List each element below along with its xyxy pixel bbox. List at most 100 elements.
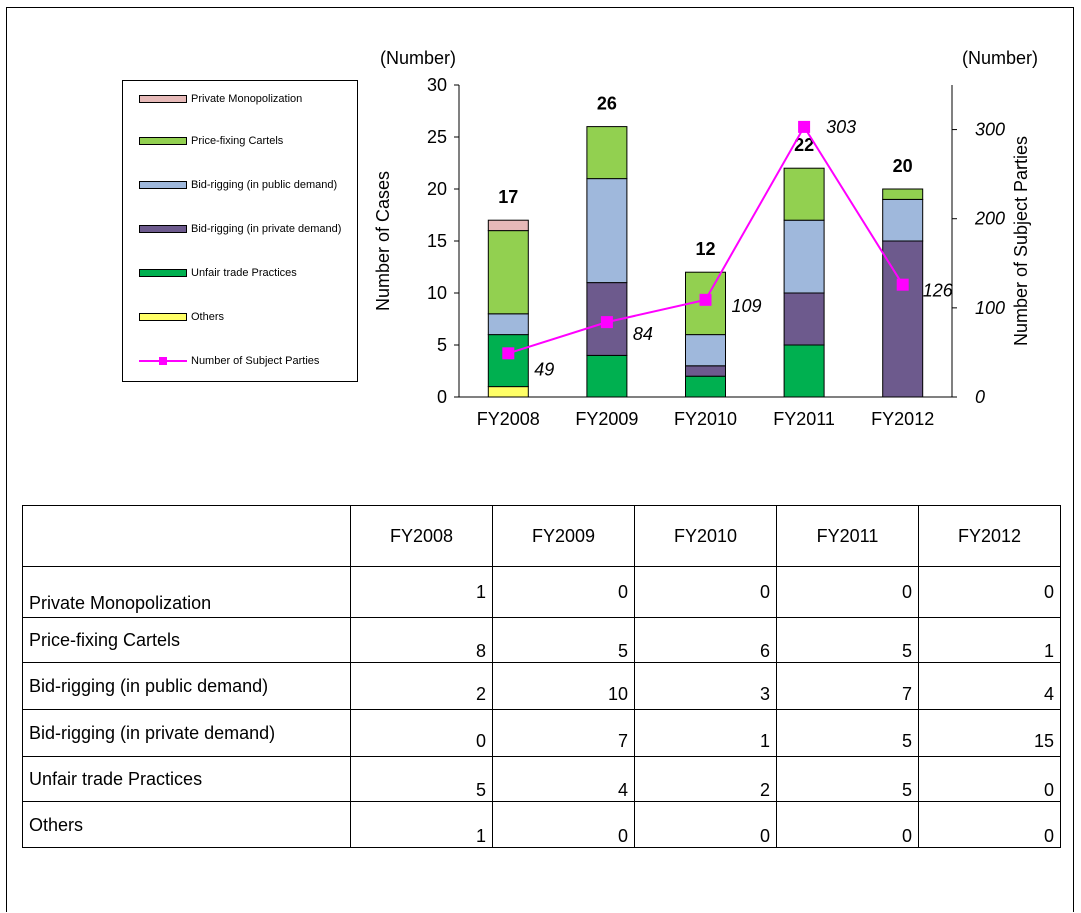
table-cell: 0: [918, 801, 1061, 848]
bar-segment: [487, 313, 529, 336]
table-cell: 5: [776, 756, 919, 802]
table-header-cell: FY2011: [776, 505, 919, 567]
table-cell: 0: [918, 756, 1061, 802]
table-cell: 8: [350, 617, 493, 663]
y-tick-label: 15: [427, 231, 447, 251]
line-data-label: 84: [633, 324, 653, 344]
legend-label: Private Monopolization: [191, 93, 303, 105]
bar-segment: [685, 375, 726, 398]
legend-item: Private Monopolization: [123, 91, 302, 107]
table-row-label: Others: [22, 801, 351, 848]
bar-segment: [685, 334, 726, 367]
legend-swatch: [139, 181, 187, 189]
bar-total-label: 22: [794, 135, 814, 155]
table-cell: 7: [492, 709, 635, 757]
table-cell: 1: [918, 617, 1061, 663]
table-cell: 5: [776, 709, 919, 757]
table-cell: 7: [776, 662, 919, 710]
legend-item: Unfair trade Practices: [123, 265, 297, 281]
legend-label: Bid-rigging (in private demand): [191, 223, 342, 235]
figure-frame: [6, 7, 1074, 912]
y-tick-label: 10: [427, 283, 447, 303]
legend: Private Monopolization Price-fixing Carte…: [122, 80, 358, 382]
table-corner-cell: [22, 505, 351, 567]
bar-segment: [783, 167, 825, 221]
table-row-label: Bid-rigging (in private demand): [22, 709, 351, 757]
bar-segment: [487, 219, 529, 232]
table-row: Bid-rigging (in public demand) 2 10 3 7 4: [22, 662, 1061, 710]
x-tick-label: FY2009: [575, 409, 638, 429]
line-data-label: 109: [732, 296, 762, 316]
line-point: [798, 120, 811, 133]
y-tick-label: 30: [427, 75, 447, 95]
table-row-label: Bid-rigging (in public demand): [22, 662, 351, 710]
table-cell: 5: [776, 617, 919, 663]
line-point: [699, 293, 712, 306]
bar-segment: [487, 230, 529, 315]
bar-segment: [586, 354, 628, 398]
table-row: Private Monopolization 1 0 0 0 0: [22, 566, 1061, 618]
bar-segment: [783, 292, 825, 346]
legend-label: Others: [191, 311, 225, 323]
x-tick-label: FY2011: [773, 409, 835, 429]
y-unit-label: (Number): [380, 48, 456, 68]
bar-total-label: 26: [597, 94, 617, 114]
y-tick-label: 5: [437, 335, 447, 355]
table-row-label: Price-fixing Cartels: [22, 617, 351, 663]
table-row-label: Unfair trade Practices: [22, 756, 351, 802]
bar-segment: [783, 344, 825, 398]
y2-tick-label: 300: [975, 120, 1005, 140]
bar-segment: [783, 219, 825, 294]
table-cell: 0: [634, 801, 777, 848]
table-header-row: FY2008 FY2009 FY2010 FY2011 FY2012: [22, 505, 1061, 567]
line-data-label: 126: [923, 281, 954, 301]
legend-swatch: [139, 225, 187, 233]
table-row: Price-fixing Cartels 8 5 6 5 1: [22, 617, 1061, 663]
legend-swatch: [139, 137, 187, 145]
table-cell: 2: [634, 756, 777, 802]
bar-segment: [685, 365, 726, 377]
table-header-cell: FY2008: [350, 505, 493, 567]
table-cell: 15: [918, 709, 1061, 757]
legend-item: Number of Subject Parties: [123, 353, 319, 369]
line-point: [502, 347, 515, 360]
line-point: [896, 278, 909, 291]
x-tick-label: FY2008: [477, 409, 540, 429]
table-cell: 5: [492, 617, 635, 663]
bar-segment: [882, 188, 924, 200]
bar-total-label: 17: [498, 187, 518, 207]
line-data-label: 49: [534, 359, 554, 379]
bar-segment: [487, 386, 529, 398]
table-row: Bid-rigging (in private demand) 0 7 1 5 15: [22, 709, 1061, 757]
y2-axis-title: Number of Subject Parties: [1011, 136, 1031, 346]
table-cell: 0: [918, 566, 1061, 618]
table-cell: 10: [492, 662, 635, 710]
table-cell: 0: [634, 566, 777, 618]
table-cell: 0: [492, 566, 635, 618]
bar-total-label: 20: [893, 156, 913, 176]
y2-unit-label: (Number): [962, 48, 1038, 68]
table-header-cell: FY2010: [634, 505, 777, 567]
bar-total-label: 12: [695, 239, 715, 259]
table-cell: 4: [918, 662, 1061, 710]
table-cell: 2: [350, 662, 493, 710]
table-cell: 0: [776, 801, 919, 848]
y2-tick-label: 100: [975, 298, 1005, 318]
table-row: Unfair trade Practices 5 4 2 5 0: [22, 756, 1061, 802]
table-cell: 4: [492, 756, 635, 802]
bar-segment: [882, 198, 924, 242]
bar-segment: [882, 240, 924, 398]
line-data-label: 303: [826, 117, 856, 137]
table-cell: 3: [634, 662, 777, 710]
table-cell: 1: [634, 709, 777, 757]
table-cell: 0: [776, 566, 919, 618]
table-body: Private Monopolization 1 0 0 0 0 Price-fixing …: [22, 566, 1061, 848]
x-tick-label: FY2012: [871, 409, 934, 429]
bar-segment: [586, 126, 628, 180]
legend-label: Price-fixing Cartels: [191, 135, 284, 147]
legend-item: Bid-rigging (in public demand): [123, 177, 337, 193]
y2-tick-label: 0: [975, 387, 985, 407]
x-tick-label: FY2010: [674, 409, 737, 429]
